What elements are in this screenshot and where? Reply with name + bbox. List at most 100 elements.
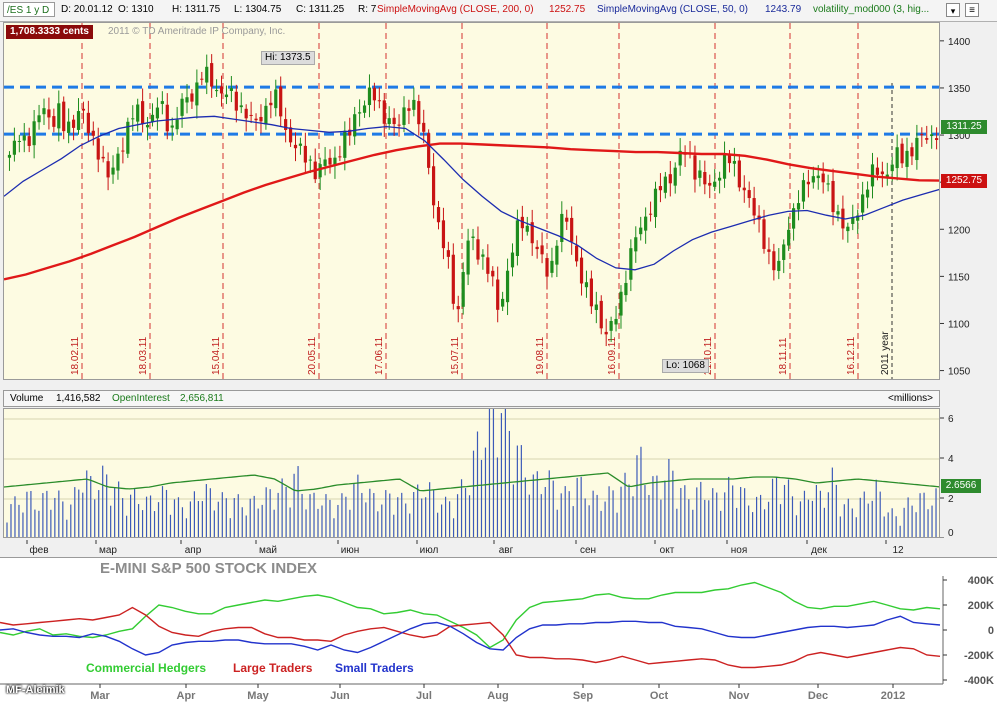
candle-body [195, 82, 198, 105]
oi-label: OpenInterest [112, 393, 170, 404]
candle-body [402, 107, 405, 125]
candle-body [861, 194, 864, 212]
candle-body [240, 105, 243, 107]
candle-body [935, 138, 938, 140]
candle-body [200, 79, 203, 80]
collapse-button[interactable]: ▾ [946, 3, 960, 17]
candle-body [8, 155, 11, 158]
settings-button[interactable]: ≡ [965, 3, 979, 17]
cot-x-tick-label: Nov [729, 690, 751, 702]
candle-body [353, 114, 356, 136]
candle-body [920, 134, 923, 135]
cents-badge: 1,708.3333 cents [6, 25, 93, 39]
sma50-value: 1243.79 [765, 4, 801, 15]
candle-body [624, 283, 627, 295]
price-tick-label: 1050 [948, 367, 971, 378]
volume-tick-label: 0 [948, 528, 954, 538]
candle-body [131, 118, 134, 119]
candle-body [116, 154, 119, 171]
candle-body [388, 118, 391, 124]
candle-body [491, 271, 494, 277]
candle-body [817, 176, 820, 178]
cot-tick-label: -400K [964, 675, 994, 687]
candle-body [210, 63, 213, 87]
units-label: <millions> [888, 393, 933, 404]
candle-body [151, 115, 154, 122]
volume-header: Volume 1,416,582 OpenInterest 2,656,811 … [3, 390, 940, 407]
candle-body [363, 105, 366, 112]
candle-body [600, 301, 603, 328]
candle-body [245, 109, 248, 119]
candle-body [457, 306, 460, 309]
candle-body [358, 112, 361, 113]
date-label: 16.12.11 [846, 336, 857, 375]
candle-body [772, 251, 775, 270]
candle-body [555, 246, 558, 265]
candle-body [407, 108, 410, 111]
candle-body [777, 261, 780, 271]
date-label: 15.04.11 [211, 336, 222, 375]
candle-body [580, 258, 583, 284]
chevron-down-icon: ▾ [951, 6, 956, 16]
candle-body [767, 249, 770, 251]
sma200-badge-text: 1252.75 [946, 175, 982, 186]
header-close: C: 1311.25 [296, 4, 344, 15]
candle-body [417, 101, 420, 124]
candle-body [166, 105, 169, 132]
candle-body [87, 113, 90, 133]
date-label: 18.11.11 [778, 337, 789, 375]
month-label: июн [341, 545, 360, 556]
volume-panel [3, 408, 940, 538]
oi-badge-text: 2.6566 [946, 480, 977, 491]
candle-body [925, 138, 928, 140]
candle-body [595, 305, 598, 310]
candle-body [866, 190, 869, 198]
candle-body [185, 97, 188, 102]
candle-body [383, 100, 386, 123]
candle-body [259, 117, 262, 121]
candle-body [762, 219, 765, 249]
candle-body [146, 125, 149, 127]
candle-body [442, 220, 445, 248]
candle-body [659, 186, 662, 190]
month-label: фев [29, 544, 48, 556]
sma200-badge: 1252.75 [941, 174, 987, 188]
candle-body [67, 122, 70, 133]
candle-body [723, 155, 726, 179]
candle-body [136, 105, 139, 122]
month-label: сен [580, 545, 596, 556]
candle-body [254, 119, 257, 120]
candle-body [274, 89, 277, 108]
cot-tick-label: 0 [988, 625, 994, 637]
cot-tick-label: 400K [968, 575, 994, 587]
volume-tick-label: 4 [948, 454, 954, 465]
date-label: 18.02.11 [70, 336, 81, 375]
year-label: 2011 year [880, 331, 891, 375]
candle-body [639, 228, 642, 235]
candle-body [807, 182, 810, 184]
watermark: MF-Aleimik [6, 684, 65, 696]
candle-body [831, 181, 834, 212]
candle-body [77, 111, 80, 130]
candle-body [550, 261, 553, 273]
price-axis-svg: 14001350130012501200115011001050 [940, 22, 997, 380]
candle-body [422, 123, 425, 132]
candle-body [220, 86, 223, 93]
candle-body [378, 100, 381, 101]
month-label: авг [499, 545, 514, 556]
candle-body [205, 67, 208, 83]
candle-body [37, 115, 40, 122]
candle-body [876, 168, 879, 175]
open-interest-line [4, 473, 940, 491]
candle-body [215, 90, 218, 91]
candle-body [62, 102, 65, 131]
header-range: R: 7 [358, 4, 376, 15]
cot-title: E-MINI S&P 500 STOCK INDEX [100, 560, 317, 577]
lo-label-text: Lo: 1068 [666, 360, 705, 371]
symbol-box[interactable]: /ES 1 y D [3, 2, 55, 17]
candle-body [486, 257, 489, 273]
candle-body [713, 182, 716, 187]
